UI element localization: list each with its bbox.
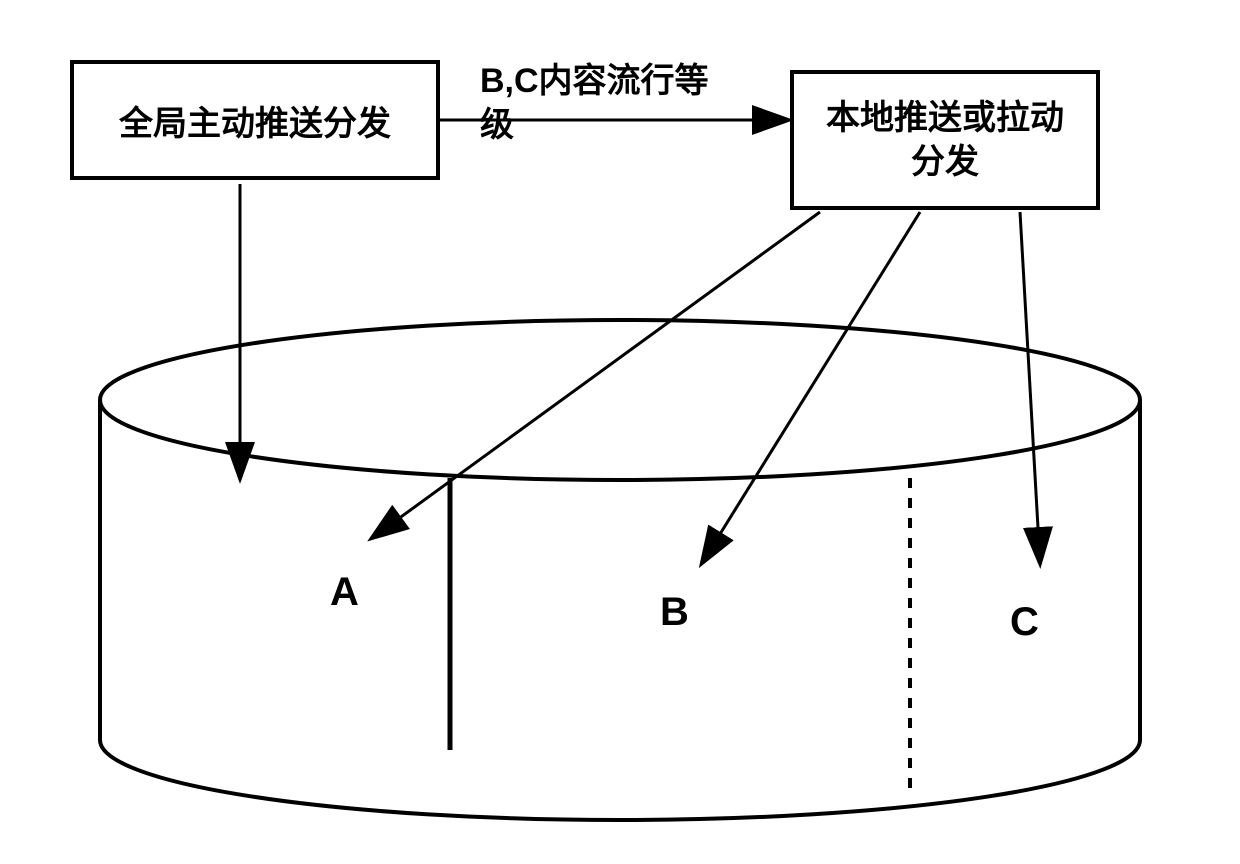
arrow-to-c (1020, 212, 1040, 563)
arrow-to-a (372, 212, 820, 538)
arrow-to-b (702, 212, 920, 563)
section-a-label: A (330, 570, 359, 615)
cylinder-bottom-arc (100, 740, 1140, 820)
cylinder-top (100, 320, 1140, 480)
section-b-label: B (660, 590, 689, 635)
section-c-label: C (1010, 600, 1039, 645)
diagram-svg (0, 0, 1240, 864)
